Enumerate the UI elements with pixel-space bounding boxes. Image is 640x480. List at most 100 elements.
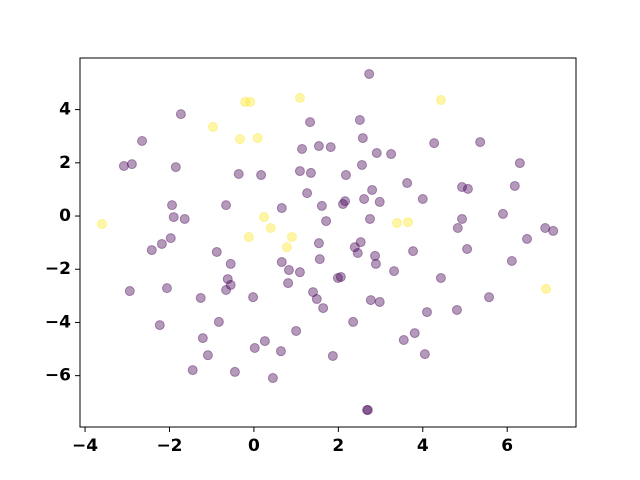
point — [170, 162, 181, 173]
x-tick-label: 4 — [417, 436, 429, 456]
point — [126, 159, 137, 170]
point — [367, 184, 378, 195]
x-tick-label: −4 — [72, 436, 98, 456]
point — [348, 316, 359, 327]
point — [179, 213, 190, 224]
y-tick-label: −4 — [45, 312, 71, 332]
point — [276, 203, 287, 214]
point — [475, 137, 486, 148]
point — [256, 170, 267, 181]
point — [294, 92, 305, 103]
point — [392, 217, 403, 228]
point — [283, 265, 294, 276]
point — [308, 287, 319, 298]
point — [349, 242, 360, 253]
point — [146, 245, 157, 256]
point — [195, 292, 206, 303]
point — [398, 335, 409, 346]
point — [484, 292, 495, 303]
point — [327, 350, 338, 361]
point — [156, 238, 167, 249]
point — [402, 217, 413, 228]
x-tick-label: −2 — [156, 436, 182, 456]
y-tick-label: 2 — [59, 153, 71, 173]
point — [291, 325, 302, 336]
point — [541, 283, 552, 294]
point — [311, 294, 322, 305]
point — [457, 182, 468, 193]
point — [506, 255, 517, 266]
point — [335, 271, 346, 282]
point — [221, 284, 232, 295]
x-tick-label: 0 — [248, 436, 260, 456]
point — [137, 136, 148, 147]
point — [497, 208, 508, 219]
point — [96, 219, 107, 230]
point — [313, 238, 324, 249]
point — [509, 180, 520, 191]
point — [370, 250, 381, 261]
point — [419, 349, 430, 360]
y-tick-label: −6 — [45, 366, 71, 386]
point — [297, 143, 308, 154]
point — [325, 142, 336, 153]
point — [540, 223, 551, 234]
y-tick-label: −2 — [45, 259, 71, 279]
point — [340, 170, 351, 181]
point — [240, 96, 251, 107]
x-tick-label: 6 — [501, 436, 513, 456]
point — [197, 333, 208, 344]
point — [225, 279, 236, 290]
point — [359, 194, 370, 205]
point — [408, 246, 419, 257]
point — [386, 149, 397, 160]
plot-frame — [79, 57, 577, 428]
point — [233, 168, 244, 179]
point — [337, 199, 348, 210]
point — [313, 141, 324, 152]
x-tick-label: 2 — [332, 436, 344, 456]
point — [248, 292, 259, 303]
point — [294, 267, 305, 278]
point — [402, 178, 413, 189]
point — [365, 295, 376, 306]
point — [318, 303, 329, 314]
point — [234, 134, 245, 145]
point — [259, 336, 270, 347]
point — [187, 365, 198, 376]
point — [118, 161, 129, 172]
point — [243, 232, 254, 243]
point — [281, 242, 292, 253]
point — [305, 117, 316, 128]
point — [165, 233, 176, 244]
point — [356, 159, 367, 170]
point — [275, 346, 286, 357]
point — [168, 212, 179, 223]
point — [202, 350, 213, 361]
point — [374, 196, 385, 207]
point — [175, 109, 186, 120]
point — [429, 138, 440, 149]
point — [225, 258, 236, 269]
point — [332, 273, 343, 284]
point — [302, 188, 313, 199]
y-tick-label: 0 — [59, 206, 71, 226]
point — [154, 320, 165, 331]
point — [259, 212, 270, 223]
point — [267, 373, 278, 384]
point — [357, 133, 368, 144]
point — [355, 237, 366, 248]
point — [362, 404, 373, 415]
point — [229, 366, 240, 377]
point — [362, 404, 373, 415]
point — [265, 223, 276, 234]
point — [283, 278, 294, 289]
point — [354, 114, 365, 125]
point — [211, 246, 222, 257]
point — [314, 254, 325, 265]
point — [514, 158, 525, 169]
point — [370, 258, 381, 269]
point — [457, 213, 468, 224]
point — [245, 96, 256, 107]
